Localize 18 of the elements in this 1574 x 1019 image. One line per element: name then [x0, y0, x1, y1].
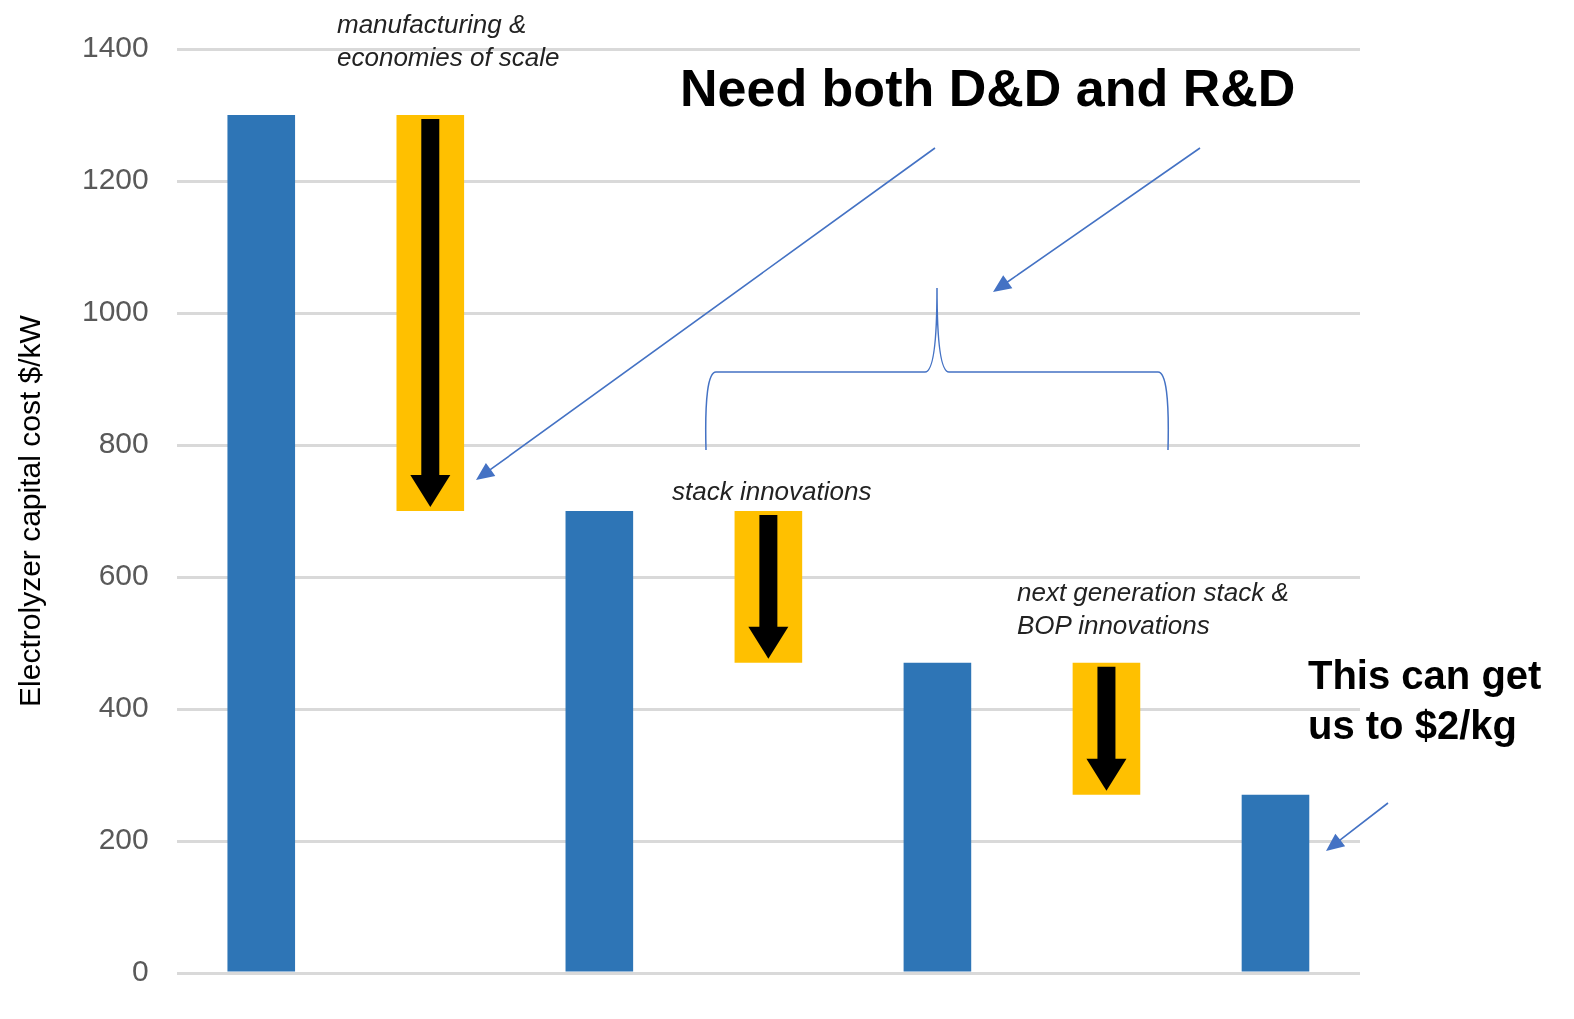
y-tick-label: 0 — [132, 954, 149, 988]
bar — [565, 511, 634, 972]
y-axis-title: Electrolyzer capital cost $/kW — [13, 314, 47, 707]
y-tick-label: 1000 — [81, 294, 149, 328]
y-tick-label: 800 — [98, 426, 149, 460]
annotation: This can get us to $2/kg — [1308, 652, 1543, 749]
y-tick-label: 200 — [98, 822, 149, 856]
bar — [903, 662, 972, 972]
bar — [1241, 794, 1310, 972]
y-tick-label: 1200 — [81, 162, 149, 196]
annotation: next generation stack & BOP innovations — [1017, 576, 1290, 641]
annotation: manufacturing & economies of scale — [337, 8, 561, 73]
y-tick-label: 600 — [98, 558, 149, 592]
annotation: stack innovations — [672, 475, 873, 508]
y-tick-label: 1400 — [81, 30, 149, 64]
bar — [227, 115, 296, 972]
annotation: Need both D&D and R&D — [680, 58, 1297, 119]
y-tick-label: 400 — [98, 690, 149, 724]
